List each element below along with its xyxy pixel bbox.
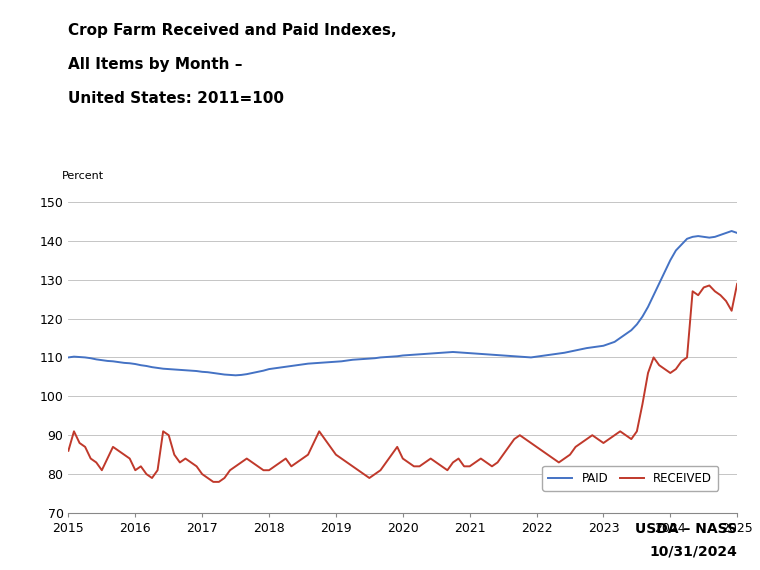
RECEIVED bbox=[582, 435, 591, 442]
PAID bbox=[582, 345, 591, 352]
Legend: PAID, RECEIVED: PAID, RECEIVED bbox=[543, 466, 718, 491]
PAID bbox=[482, 351, 491, 358]
RECEIVED bbox=[482, 459, 491, 466]
Text: All Items by Month –: All Items by Month – bbox=[68, 57, 243, 72]
PAID bbox=[448, 349, 458, 356]
RECEIVED bbox=[565, 451, 575, 458]
PAID bbox=[64, 354, 73, 361]
Text: Percent: Percent bbox=[62, 171, 104, 181]
Line: RECEIVED: RECEIVED bbox=[68, 283, 760, 482]
RECEIVED bbox=[209, 478, 218, 485]
Text: 10/31/2024: 10/31/2024 bbox=[649, 544, 737, 559]
PAID bbox=[727, 227, 736, 234]
RECEIVED bbox=[733, 280, 742, 287]
PAID bbox=[309, 360, 318, 367]
Line: PAID: PAID bbox=[68, 231, 760, 375]
Text: Crop Farm Received and Paid Indexes,: Crop Farm Received and Paid Indexes, bbox=[68, 23, 397, 38]
RECEIVED bbox=[309, 439, 318, 446]
RECEIVED bbox=[64, 447, 73, 454]
Text: USDA – NASS: USDA – NASS bbox=[635, 522, 737, 536]
PAID bbox=[565, 348, 575, 355]
Text: United States: 2011=100: United States: 2011=100 bbox=[68, 91, 284, 106]
PAID bbox=[231, 372, 240, 378]
RECEIVED bbox=[448, 459, 458, 466]
